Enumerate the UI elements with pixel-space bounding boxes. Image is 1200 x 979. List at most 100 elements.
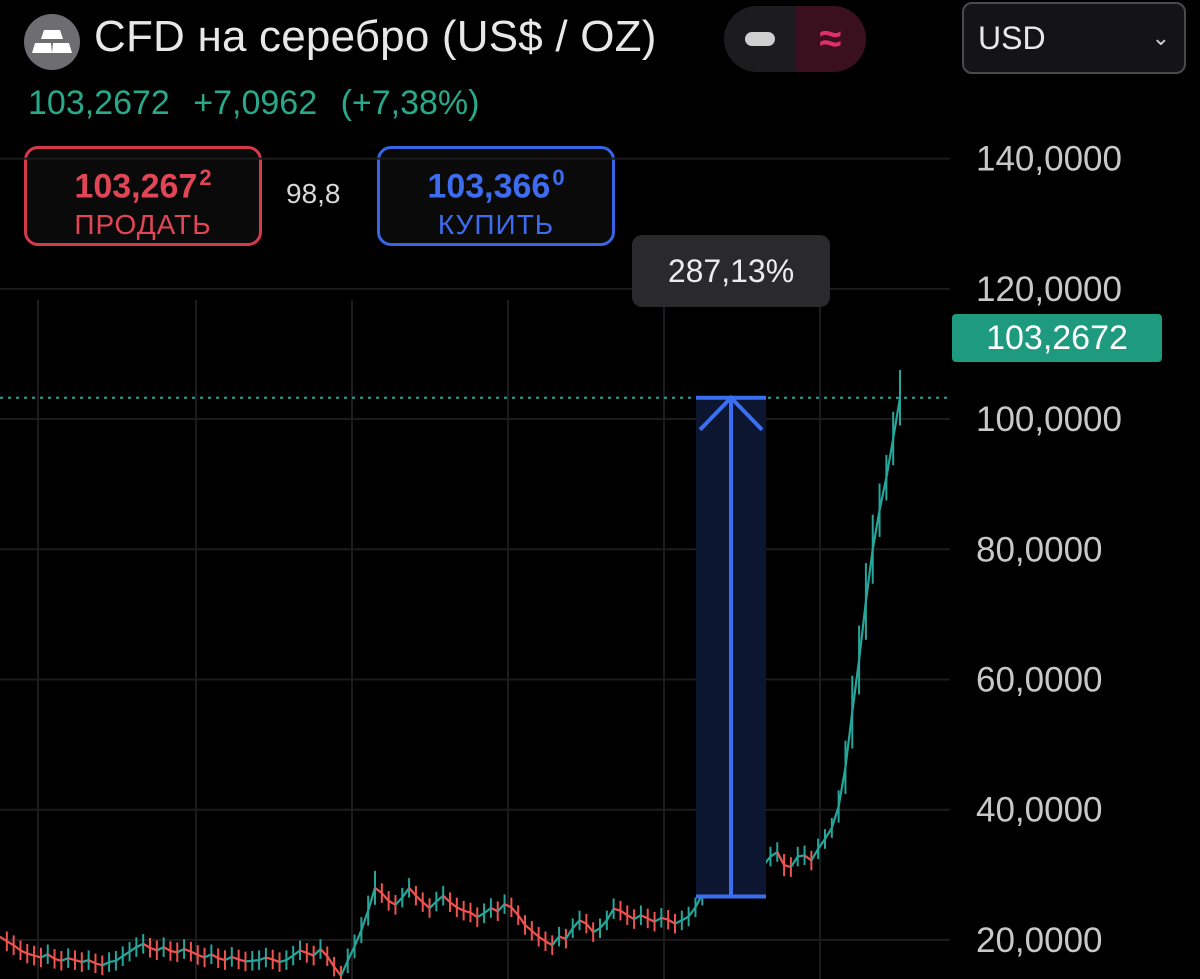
buy-button[interactable]: 103,3660 КУПИТЬ (377, 146, 615, 246)
price-candle (789, 855, 799, 868)
quote-line: 103,2672 +7,0962 (+7,38%) (28, 84, 493, 123)
price-candle (54, 957, 62, 962)
price-candle (115, 955, 124, 962)
price-candle (531, 929, 540, 938)
price-candle (163, 946, 172, 952)
price-candle (476, 912, 485, 919)
minus-icon[interactable] (724, 6, 795, 72)
price-candle (742, 862, 751, 870)
y-axis-tick-label: 120,0000 (976, 270, 1122, 309)
price-candle (496, 903, 506, 913)
price-candle (108, 959, 117, 964)
price-candle (197, 953, 205, 959)
price-candle (422, 901, 431, 909)
price-candle (510, 906, 520, 916)
price-candle (851, 659, 861, 713)
price-candle (864, 549, 874, 602)
price-candle (871, 510, 881, 550)
price-candle (524, 924, 533, 932)
price-candle (687, 906, 697, 918)
price-candle (128, 946, 137, 953)
approx-wave-icon[interactable]: ≈ (795, 6, 866, 72)
y-axis-tick-label: 40,0000 (976, 791, 1103, 830)
y-axis-tick-label: 100,0000 (976, 400, 1122, 439)
price-candle (47, 953, 56, 960)
price-candle (95, 962, 103, 967)
price-candle (360, 910, 370, 931)
price-candle (810, 848, 820, 862)
price-candle (762, 855, 772, 866)
price-candle (319, 948, 329, 957)
price-candle (490, 907, 499, 913)
price-candle (456, 906, 465, 912)
measure-percent-label: 287,13% (632, 235, 830, 307)
price-candle (803, 854, 813, 862)
price-candle (579, 919, 587, 925)
price-candle (122, 950, 131, 958)
silver-bars-icon (24, 14, 80, 70)
price-candle (844, 711, 854, 768)
chart-mode-toggle[interactable]: ≈ (724, 6, 866, 72)
price-candle (592, 927, 601, 934)
price-candle (26, 952, 35, 957)
price-candle (306, 951, 315, 957)
price-candle (735, 862, 745, 872)
price-candle (252, 959, 260, 962)
price-candle (892, 397, 902, 439)
price-candle (60, 957, 69, 962)
price-candle (824, 827, 833, 840)
price-candle (605, 908, 615, 921)
price-candle (183, 948, 192, 953)
y-axis-tick-label: 20,0000 (976, 921, 1103, 960)
y-axis-tick-label: 80,0000 (976, 530, 1103, 569)
buy-price: 103,3660 (427, 165, 565, 206)
price-candle (272, 958, 280, 964)
price-candle (245, 959, 253, 963)
price-candle (613, 907, 621, 912)
sell-label: ПРОДАТЬ (74, 209, 212, 241)
price-candle (749, 867, 758, 873)
price-candle (681, 915, 690, 922)
price-candle (463, 909, 471, 914)
price-candle (830, 806, 840, 829)
price-candle (101, 961, 110, 967)
price-candle (238, 958, 246, 963)
price-candle (326, 955, 336, 968)
price-candle (149, 946, 158, 952)
price-change-percent: (+7,38%) (340, 84, 480, 122)
price-candle (878, 477, 888, 511)
price-candle (756, 864, 765, 873)
price-candle (333, 965, 342, 977)
price-candle (837, 767, 847, 807)
price-candle (170, 949, 178, 954)
price-candle (258, 956, 267, 962)
price-candle (667, 918, 676, 925)
price-candle (571, 919, 581, 929)
currency-select[interactable]: USD ⌄ (962, 2, 1186, 74)
price-candle (394, 896, 404, 906)
price-candle (585, 922, 595, 933)
chevron-down-icon: ⌄ (1151, 25, 1170, 50)
last-price-label: 103,2672 (952, 314, 1162, 362)
measure-range-box (696, 397, 766, 897)
price-candle (483, 907, 492, 915)
measure-arrow-head (698, 394, 764, 432)
price-candle (176, 948, 185, 954)
price-candle (435, 894, 444, 903)
instrument-title: CFD на серебро (US$ / OZ) (94, 12, 657, 61)
price-candle (380, 892, 390, 902)
price-candle (769, 851, 778, 858)
price-candle (564, 927, 574, 940)
price-candle (374, 886, 383, 894)
sell-price: 103,2672 (74, 165, 212, 206)
price-candle (156, 946, 165, 952)
sell-button[interactable]: 103,2672 ПРОДАТЬ (24, 146, 262, 246)
price-candle (81, 959, 89, 964)
currency-value: USD (978, 19, 1046, 56)
price-candle (647, 917, 656, 923)
price-candle (279, 959, 287, 964)
price-candle (517, 914, 526, 926)
price-candle (817, 838, 826, 850)
last-price: 103,2672 (28, 84, 170, 122)
price-candle (299, 949, 308, 954)
